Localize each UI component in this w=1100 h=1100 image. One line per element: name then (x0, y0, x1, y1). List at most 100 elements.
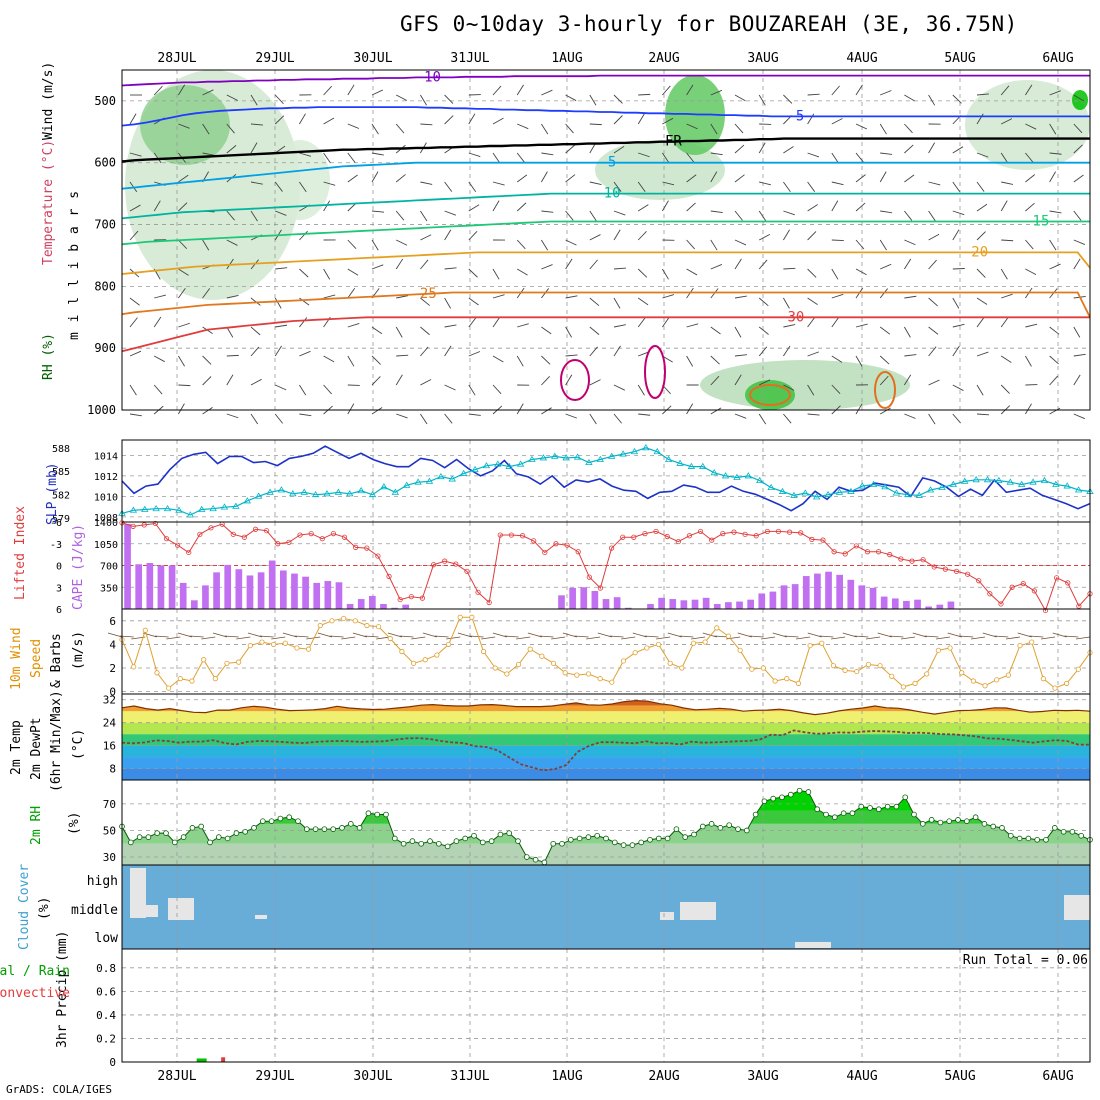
wind-barb (613, 146, 625, 154)
rh-point (699, 823, 706, 830)
wind-barb (976, 384, 984, 396)
wind-barb (371, 152, 384, 156)
thickness-point (175, 506, 183, 513)
li-point (564, 542, 570, 548)
wind-barb (928, 326, 939, 335)
li-point (208, 525, 214, 531)
rh-point (286, 814, 293, 820)
wind-barb (589, 326, 600, 335)
thickness-point (209, 504, 217, 512)
wind-barb-10m (551, 636, 566, 640)
wind-barb (371, 407, 383, 415)
wind-barb (250, 123, 263, 126)
wind-ytick: 2 (109, 662, 116, 675)
wind-barb (565, 258, 573, 270)
li-point (898, 556, 904, 562)
wind-barb (880, 263, 892, 270)
wind-barb (129, 204, 141, 212)
cape-bar (947, 601, 955, 609)
bottom-xtick-label: 30JUL (353, 1069, 392, 1084)
li-point (575, 549, 581, 555)
rh-point (981, 821, 988, 827)
wind-barb (275, 210, 287, 216)
wind-barb (758, 94, 766, 106)
li-point (675, 538, 681, 545)
rh-point (128, 839, 134, 846)
bottom-xtick-label: 6AUG (1042, 1069, 1073, 1084)
wind-barb (299, 268, 309, 278)
wind-speed-point (492, 665, 498, 671)
wind-barb (1001, 181, 1014, 185)
wind-barb (129, 113, 137, 125)
wind-barb (1049, 407, 1061, 415)
wind-barb (274, 345, 282, 357)
wind-barb (468, 204, 480, 212)
wind-ylabel-2: Speed (29, 639, 44, 678)
li-point (1076, 603, 1082, 609)
rh-point (479, 839, 486, 846)
wind-barb-10m (994, 635, 1009, 638)
li-point (742, 531, 748, 537)
li-point (853, 543, 859, 549)
thickness-point (163, 504, 172, 512)
thickness-point (494, 460, 502, 467)
wind-barb (347, 268, 359, 276)
wind-speed-point (340, 615, 347, 622)
wind-barb (976, 268, 986, 278)
wind-barb (468, 297, 479, 306)
li-point (375, 553, 381, 559)
wind-barb (783, 146, 794, 154)
bottom-xtick-label: 29JUL (255, 1069, 294, 1084)
wind-barb (613, 94, 623, 104)
wind-barb (492, 152, 501, 164)
li-point (586, 574, 592, 580)
thickness-point (687, 462, 696, 469)
wind-barb (420, 94, 427, 106)
li-point (775, 528, 782, 535)
wind-barb (420, 379, 432, 386)
thickness-point (869, 480, 878, 487)
cloud-gap-5 (680, 902, 716, 920)
cloud-gap-2 (168, 898, 194, 920)
rh-point (180, 834, 187, 840)
wind-barb (589, 181, 602, 186)
cape-bar (346, 604, 354, 609)
cape-bar (613, 597, 621, 609)
li-ytick: 3 (56, 583, 62, 594)
li-point (141, 522, 147, 528)
wind-barb (758, 297, 769, 307)
cloud-tick-middle: middle (71, 903, 118, 918)
wind-speed-point (236, 659, 242, 665)
thickness-point (607, 452, 616, 459)
thickness-point (357, 486, 365, 494)
wind-barb (928, 297, 938, 307)
wind-barb (565, 123, 574, 134)
wind-barb (855, 84, 863, 96)
rh-point (488, 838, 495, 844)
wind-barb (1073, 326, 1081, 338)
li-point (631, 534, 637, 540)
wind-barb-10m (469, 635, 484, 638)
wind-barb (541, 375, 551, 386)
thickness-point (1006, 478, 1014, 485)
top-xtick-label: 3AUG (747, 51, 778, 66)
wind-speed-point (306, 646, 312, 652)
cape-bar (791, 584, 799, 609)
wind-barb (807, 384, 815, 396)
temp-band-1 (122, 757, 1090, 769)
thickness-point (220, 503, 229, 510)
wind-barb (371, 171, 379, 183)
wind-speed-point (166, 685, 172, 691)
rh-point (506, 830, 513, 836)
wind-barb (831, 268, 839, 280)
wind-barb-10m (1005, 636, 1021, 640)
slp-ylabel: SLP (mb) (45, 462, 60, 525)
rh-ytick: 30 (103, 851, 116, 864)
wind-barb (444, 297, 451, 309)
thickness-point (619, 450, 627, 457)
wind-speed-point (1040, 676, 1046, 682)
li-point (608, 545, 615, 551)
rh-point (814, 806, 820, 813)
wind-barb (904, 239, 916, 246)
wind-barb (1049, 123, 1057, 135)
